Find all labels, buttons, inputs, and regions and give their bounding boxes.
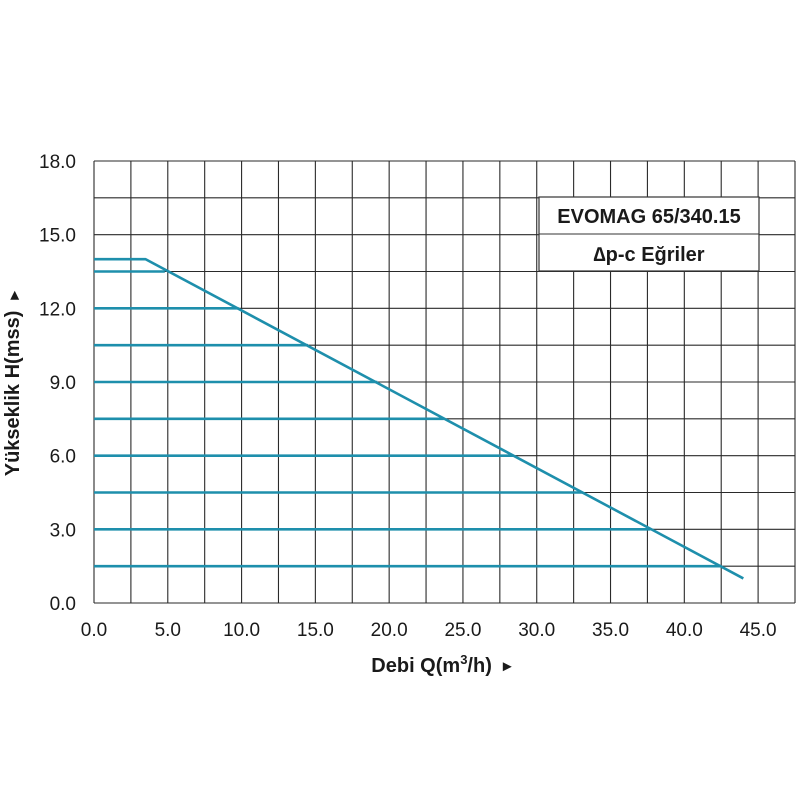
chart-title: EVOMAG 65/340.15 bbox=[557, 206, 740, 228]
x-axis-title-prefix: Debi Q(m bbox=[371, 655, 460, 677]
y-tick-label: 6.0 bbox=[50, 447, 76, 468]
y-axis-title-text: Yükseklik H(mss) bbox=[2, 311, 24, 477]
y-axis-title: Yükseklik H(mss) ► bbox=[2, 288, 24, 477]
y-tick-label: 9.0 bbox=[50, 373, 76, 394]
x-tick-label: 0.0 bbox=[81, 620, 107, 641]
x-axis-arrow: ► bbox=[500, 658, 515, 675]
y-tick-label: 3.0 bbox=[50, 520, 76, 541]
y-tick-label: 12.0 bbox=[39, 299, 76, 320]
x-tick-label: 35.0 bbox=[592, 620, 629, 641]
x-tick-label: 45.0 bbox=[740, 620, 777, 641]
y-tick-label: 0.0 bbox=[50, 594, 76, 615]
series-line-1 bbox=[94, 257, 744, 580]
y-tick-label: 15.0 bbox=[39, 226, 76, 247]
x-tick-label: 30.0 bbox=[518, 620, 555, 641]
tick-labels: 0.0 5.0 10.0 15.0 20.0 25.0 30.0 35.0 40.0 45.0 0.… bbox=[39, 152, 777, 641]
legend-box: EVOMAG 65/340.15 ∆p-c Eğriler bbox=[538, 196, 760, 272]
x-axis-title: Debi Q(m3/h) ► bbox=[371, 652, 514, 677]
x-axis-title-sup: 3 bbox=[460, 652, 467, 667]
y-tick-label: 18.0 bbox=[39, 152, 76, 173]
x-tick-label: 5.0 bbox=[155, 620, 181, 641]
x-tick-label: 20.0 bbox=[371, 620, 408, 641]
x-tick-label: 25.0 bbox=[444, 620, 481, 641]
x-tick-label: 10.0 bbox=[223, 620, 260, 641]
y-axis-arrow: ► bbox=[6, 288, 23, 303]
x-axis-title-suffix: /h) bbox=[467, 655, 491, 677]
x-tick-label: 40.0 bbox=[666, 620, 703, 641]
chart-subtitle: ∆p-c Eğriler bbox=[593, 244, 704, 266]
series-group bbox=[94, 257, 744, 580]
x-tick-label: 15.0 bbox=[297, 620, 334, 641]
